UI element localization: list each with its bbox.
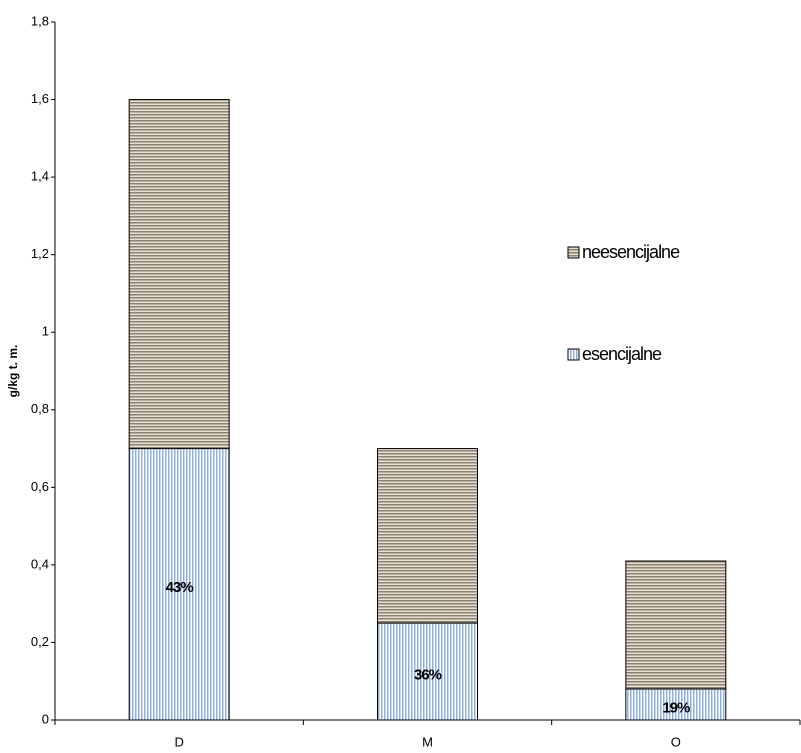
x-tick-label: M <box>422 734 433 749</box>
y-tick-label: 1,8 <box>31 13 49 28</box>
x-tick-label: D <box>174 734 183 749</box>
y-tick-label: 1,6 <box>31 91 49 106</box>
y-tick-label: 0,6 <box>31 479 49 494</box>
legend-label: esencijalne <box>582 344 662 364</box>
legend-swatch <box>567 246 580 259</box>
bar-segment <box>625 688 727 721</box>
y-tick-label: 1,2 <box>31 246 49 261</box>
y-tick-label: 1 <box>42 324 49 339</box>
bar-segment <box>625 560 727 690</box>
y-tick-label: 0 <box>42 711 49 726</box>
bar-segment <box>128 99 230 450</box>
bar-annotation: 43% <box>166 579 194 596</box>
legend-label: neesencijalne <box>582 242 680 262</box>
y-axis-label: g/kg t. m. <box>6 345 20 398</box>
bar-segment <box>377 622 478 721</box>
y-tick-label: 0,2 <box>31 634 49 649</box>
legend-swatch <box>567 348 580 361</box>
bar-segment <box>128 448 230 721</box>
bar-annotation: 19% <box>662 699 690 716</box>
y-tick-label: 0,4 <box>31 556 49 571</box>
bar-segment <box>377 448 478 624</box>
y-tick-label: 0,8 <box>31 401 49 416</box>
y-tick-label: 1,4 <box>31 169 49 184</box>
bar-annotation: 36% <box>414 666 442 683</box>
x-tick-label: O <box>671 734 681 749</box>
